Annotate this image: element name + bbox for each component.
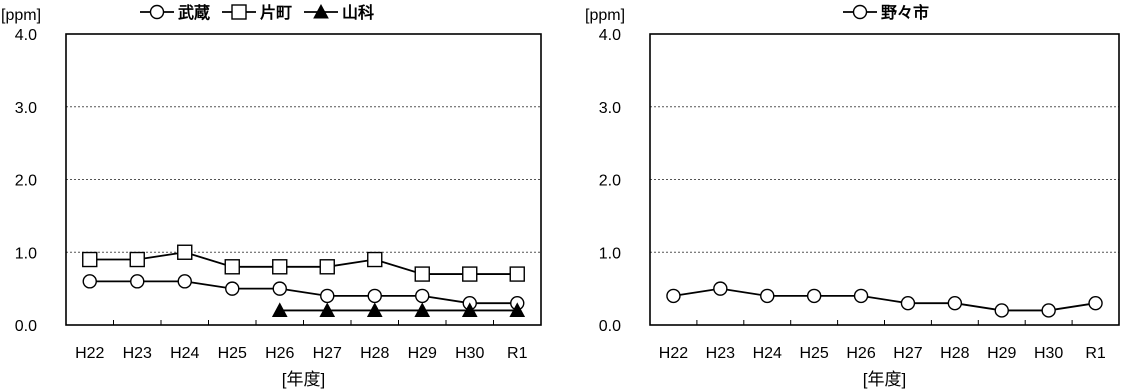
data-point xyxy=(713,281,728,296)
series-line xyxy=(673,287,1096,312)
data-point xyxy=(271,302,288,317)
x-tick-label: H29 xyxy=(408,345,437,362)
x-tick-label: H24 xyxy=(753,345,782,362)
legend: 武蔵 片町 山科 xyxy=(140,3,374,22)
y-axis-label: [ppm] xyxy=(585,7,625,24)
data-point xyxy=(367,251,383,268)
data-point xyxy=(461,302,478,317)
legend-marker xyxy=(149,4,165,20)
y-axis-label: [ppm] xyxy=(1,7,41,24)
series-triangle xyxy=(271,302,526,317)
data-point xyxy=(1041,303,1056,318)
data-point xyxy=(806,288,822,304)
y-tick-label: 1.0 xyxy=(15,245,37,262)
x-tick-label: H23 xyxy=(123,345,152,362)
data-point xyxy=(366,302,383,317)
series-line xyxy=(89,280,518,305)
x-tick-label: H28 xyxy=(940,345,969,362)
plot-frame xyxy=(649,33,1120,326)
data-point xyxy=(1088,295,1103,311)
legend: 野々市 xyxy=(843,3,929,22)
y-tick-label: 0.0 xyxy=(599,318,621,335)
x-tick-label: H29 xyxy=(987,345,1016,362)
data-point xyxy=(224,259,240,275)
x-tick-label: H30 xyxy=(455,345,484,362)
data-point xyxy=(509,266,525,282)
data-point xyxy=(129,251,145,268)
x-axis-label: [年度] xyxy=(863,370,906,389)
y-tick-label: 3.0 xyxy=(15,100,37,117)
data-point xyxy=(319,259,335,275)
data-point xyxy=(82,251,98,268)
series-circle xyxy=(82,274,525,311)
legend-marker xyxy=(852,4,868,20)
data-point xyxy=(900,295,916,311)
y-tick-label: 4.0 xyxy=(599,27,621,44)
data-point xyxy=(414,266,430,282)
x-tick-label: H22 xyxy=(75,345,104,362)
x-tick-label: H27 xyxy=(893,345,922,362)
data-point xyxy=(509,302,526,317)
data-point xyxy=(666,288,681,304)
x-tick-label: H26 xyxy=(846,345,875,362)
data-point xyxy=(462,266,478,282)
data-point xyxy=(760,288,775,304)
y-tick-label: 3.0 xyxy=(599,100,621,117)
y-tick-label: 1.0 xyxy=(599,245,621,262)
legend-marker xyxy=(313,3,329,19)
legend-label: 野々市 xyxy=(881,3,929,22)
x-tick-label: H28 xyxy=(360,345,389,362)
data-point xyxy=(853,288,869,304)
y-tick-label: 2.0 xyxy=(599,173,621,190)
data-point xyxy=(130,274,145,289)
data-point xyxy=(367,288,382,304)
data-point xyxy=(272,259,288,275)
data-point xyxy=(225,281,240,296)
chart-2: 0.0 1.0 2.0 3.0 4.0 H22 H23 H24 H25 H26 H27 H28 H29 H… xyxy=(585,3,1120,389)
x-tick-label: H23 xyxy=(706,345,735,362)
x-tick-label: H26 xyxy=(265,345,294,362)
x-tick-label: R1 xyxy=(507,345,528,362)
data-point xyxy=(177,244,193,260)
legend-label: 片町 xyxy=(260,3,292,22)
x-tick-label: H22 xyxy=(659,345,688,362)
data-point xyxy=(82,274,97,289)
x-tick-label: H25 xyxy=(799,345,828,362)
x-tick-label: H27 xyxy=(313,345,342,362)
data-point xyxy=(320,288,335,304)
data-point xyxy=(319,302,336,317)
x-axis-label: [年度] xyxy=(282,370,325,389)
series-circle xyxy=(666,281,1103,318)
data-point xyxy=(415,288,430,304)
y-tick-label: 4.0 xyxy=(15,27,37,44)
x-tick-label: H30 xyxy=(1034,345,1063,362)
data-point xyxy=(272,281,287,296)
x-tick-label: H25 xyxy=(218,345,247,362)
x-tick-label: R1 xyxy=(1085,345,1106,362)
series-line xyxy=(89,251,518,275)
legend-label: 武蔵 xyxy=(178,3,210,22)
legend-marker xyxy=(231,4,247,20)
data-point xyxy=(947,295,963,311)
legend-label: 山科 xyxy=(342,3,374,22)
y-tick-label: 2.0 xyxy=(15,173,37,190)
y-tick-label: 0.0 xyxy=(15,318,37,335)
data-point xyxy=(414,302,431,317)
data-point xyxy=(994,303,1009,318)
x-tick-label: H24 xyxy=(170,345,199,362)
chart-1: 0.0 1.0 2.0 3.0 4.0 H22 H23 H24 H25 H26 H27 H28 H29 H… xyxy=(1,3,542,389)
series-square xyxy=(82,244,525,282)
data-point xyxy=(177,274,192,289)
